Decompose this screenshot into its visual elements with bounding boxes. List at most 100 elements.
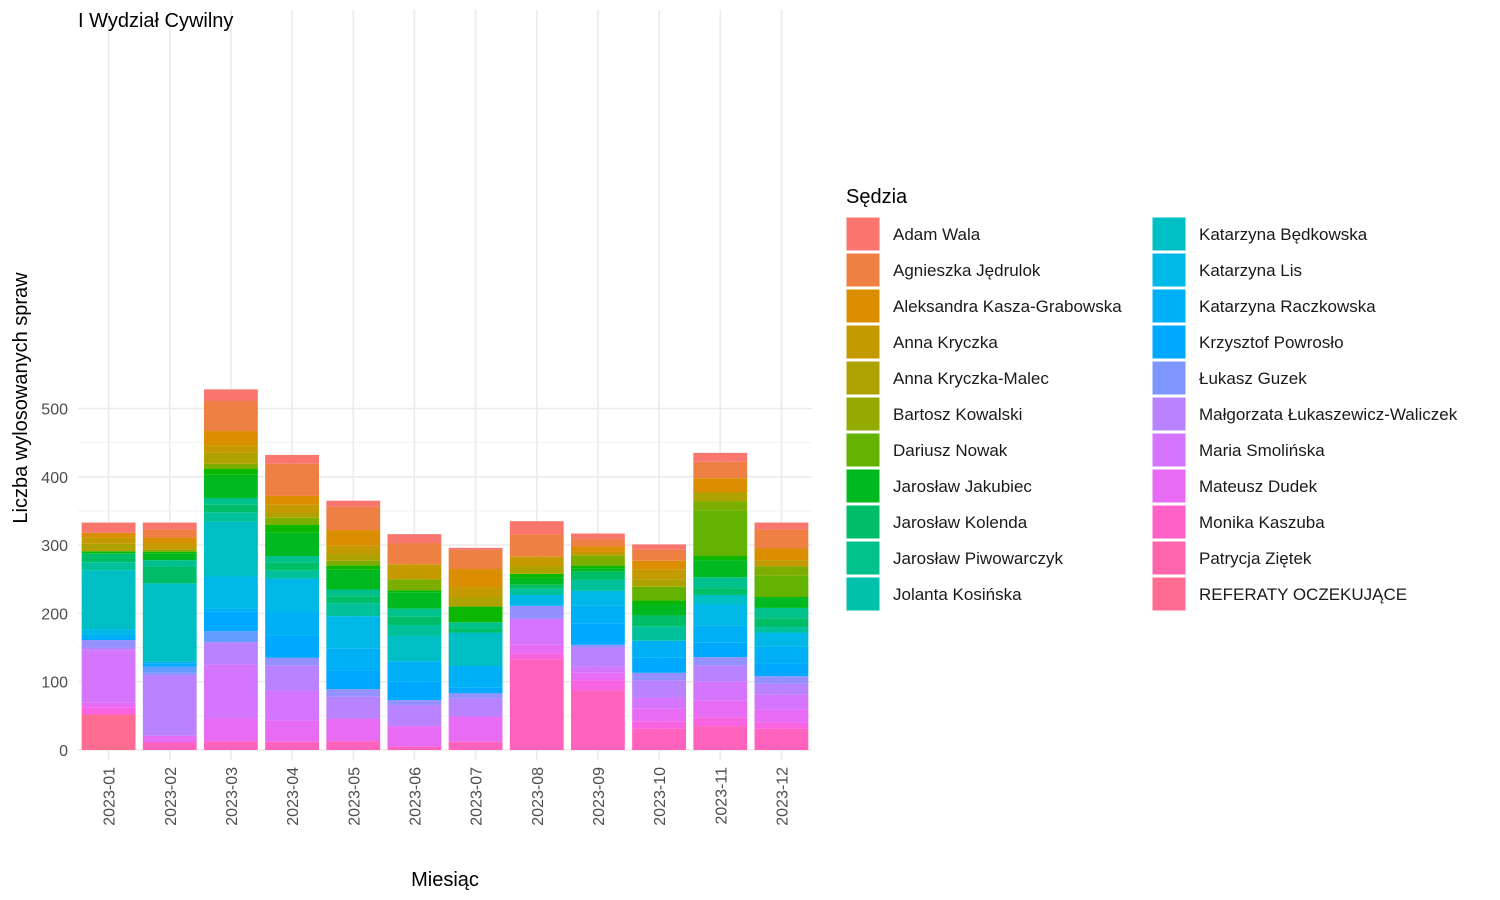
bar-segment — [265, 657, 319, 666]
bar-segment — [81, 570, 136, 630]
bar-segment — [448, 622, 503, 629]
bar-segment — [326, 565, 381, 570]
bar-segment — [632, 569, 686, 580]
bar-segment — [571, 555, 625, 566]
bar-segment — [693, 461, 748, 479]
legend-label: Patrycja Ziętek — [1199, 549, 1312, 568]
legend-label: Katarzyna Raczkowska — [1199, 297, 1376, 316]
bar-segment — [693, 510, 748, 557]
bar-segment — [142, 742, 197, 750]
bar-segment — [693, 588, 748, 595]
bar-segment — [204, 576, 258, 609]
bar-segment — [142, 661, 197, 664]
bar-segment — [754, 560, 809, 567]
bar-segment — [509, 594, 564, 606]
x-tick-label: 2023-07 — [469, 767, 486, 826]
bar-segment — [754, 663, 809, 677]
legend-key — [1151, 252, 1187, 288]
y-tick-label: 400 — [41, 470, 68, 487]
bar-segment — [265, 517, 319, 525]
bar-segment — [326, 741, 381, 750]
bar-segment — [142, 529, 197, 538]
bar-segment — [448, 698, 503, 717]
bar-segment — [204, 631, 258, 643]
bar-segment — [326, 545, 381, 554]
bar-segment — [448, 549, 503, 570]
bar-segment — [693, 642, 748, 658]
bar-segment — [142, 672, 197, 676]
bar-segment — [632, 672, 686, 681]
bar-segment — [571, 666, 625, 673]
y-tick-label: 0 — [59, 743, 68, 760]
legend-label: Anna Kryczka-Malec — [893, 369, 1049, 388]
bar-segment — [448, 665, 503, 688]
bar-segment — [509, 534, 564, 557]
bar-segment — [387, 543, 442, 565]
bar-segment — [204, 389, 258, 401]
bar-segment — [693, 681, 748, 701]
bar-segment — [142, 537, 197, 544]
bar-segment — [571, 551, 625, 556]
bar-segment — [265, 504, 319, 513]
legend-label: Łukasz Guzek — [1199, 369, 1307, 388]
bar-segment — [326, 500, 381, 507]
bar-segment — [81, 629, 136, 635]
y-axis-ticks: 0 100 200 300 400 500 — [41, 402, 68, 761]
legend-label: Aleksandra Kasza-Grabowska — [893, 297, 1122, 316]
x-tick-label: 2023-10 — [652, 767, 669, 826]
bar-segment — [387, 625, 442, 636]
legend-label: Monika Kaszuba — [1199, 513, 1325, 532]
bar-segment — [693, 717, 748, 727]
bar-segment — [265, 690, 319, 721]
bar-segment — [204, 497, 258, 505]
bar-segment — [754, 575, 809, 598]
bar-segment — [632, 615, 686, 627]
legend-label: Maria Smolińska — [1199, 441, 1325, 460]
bar-segment — [265, 578, 319, 613]
legend-key — [1151, 576, 1187, 612]
legend-label: Jarosław Kolenda — [893, 513, 1028, 532]
bar-segment — [632, 604, 686, 616]
bar-segment — [448, 628, 503, 633]
bar-segment — [693, 594, 748, 605]
legend-key — [845, 324, 881, 360]
bar-segment — [326, 603, 381, 617]
bar-segment — [81, 532, 136, 538]
bar-segment — [387, 592, 442, 609]
bar-segment — [387, 534, 442, 544]
bar-segment — [632, 708, 686, 722]
bar-segment — [204, 431, 258, 446]
bar-segment — [754, 627, 809, 633]
bar-segment — [326, 648, 381, 671]
bar-segment — [204, 445, 258, 453]
legend-key — [845, 252, 881, 288]
bar-segment — [632, 697, 686, 709]
legend-label: Krzysztof Powrosło — [1199, 333, 1344, 352]
bars — [81, 389, 809, 750]
bar-segment — [693, 665, 748, 682]
bar-segment — [81, 702, 136, 708]
bar-segment — [204, 664, 258, 719]
bar-segment — [571, 565, 625, 569]
bar-segment — [387, 564, 442, 580]
legend-key — [845, 576, 881, 612]
bar-segment — [326, 616, 381, 649]
legend-title: Sędzia — [846, 186, 908, 208]
bar-segment — [448, 606, 503, 623]
x-tick-label: 2023-12 — [774, 767, 791, 826]
legend-label: Katarzyna Będkowska — [1199, 225, 1368, 244]
legend-key — [1151, 216, 1187, 252]
bar-segment — [81, 562, 136, 571]
bar-segment — [387, 704, 442, 727]
bar-segment — [509, 605, 564, 619]
x-tick-label: 2023-01 — [102, 767, 119, 826]
bar-segment — [571, 623, 625, 645]
legend: Adam Wala Agnieszka Jędrulok Aleksandra Ka… — [845, 216, 1458, 612]
legend-key — [1151, 360, 1187, 396]
legend-label: Mateusz Dudek — [1199, 477, 1318, 496]
bar-segment — [265, 635, 319, 658]
bar-segment — [204, 718, 258, 742]
bar-segment — [509, 577, 564, 585]
bar-segment — [387, 700, 442, 705]
